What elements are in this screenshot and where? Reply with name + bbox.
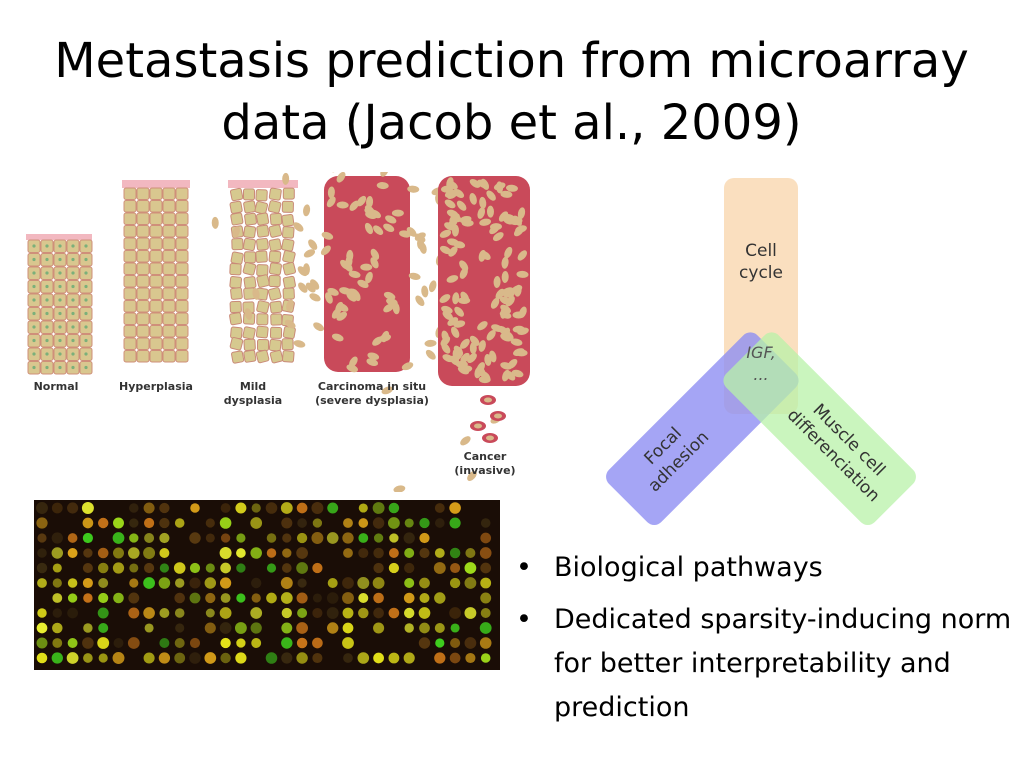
pathway-overlap-diagram: Cell cycle IGF, ... Focal adhesion Muscl…: [590, 170, 930, 530]
microarray-image: [34, 500, 500, 670]
stage-label-cancer: Cancer (invasive): [454, 450, 516, 477]
pathway-bands-graphic: [606, 178, 916, 525]
stage-label-normal: Normal: [33, 380, 79, 393]
stage-label-hyperplasia: Hyperplasia: [119, 380, 193, 393]
muscle-differenciation-band: [723, 332, 916, 525]
title-line-2: data (Jacob et al., 2009): [221, 95, 802, 151]
slide-title: Metastasis prediction from microarray da…: [0, 30, 1023, 154]
tissue-columns-graphic: [26, 101, 530, 500]
microarray-spots-graphic: [36, 502, 492, 664]
bullet-biological-pathways: Biological pathways: [512, 546, 1017, 590]
bullet-sparsity-norm: Dedicated sparsity-inducing norm for bet…: [512, 598, 1017, 730]
overlap-label: IGF, ...: [746, 343, 776, 384]
title-line-1: Metastasis prediction from microarray: [54, 33, 969, 89]
stage-label-carcinoma: Carcinoma in situ (severe dysplasia): [315, 380, 429, 407]
bullet-list: Biological pathways Dedicated sparsity-i…: [512, 546, 1017, 738]
cell-cycle-label: Cell cycle: [739, 241, 783, 283]
stage-label-mild-dysplasia: Mild dysplasia: [223, 380, 283, 407]
tissue-progression-illustration: Normal Hyperplasia Mild dysplasia Carcin…: [20, 101, 540, 500]
